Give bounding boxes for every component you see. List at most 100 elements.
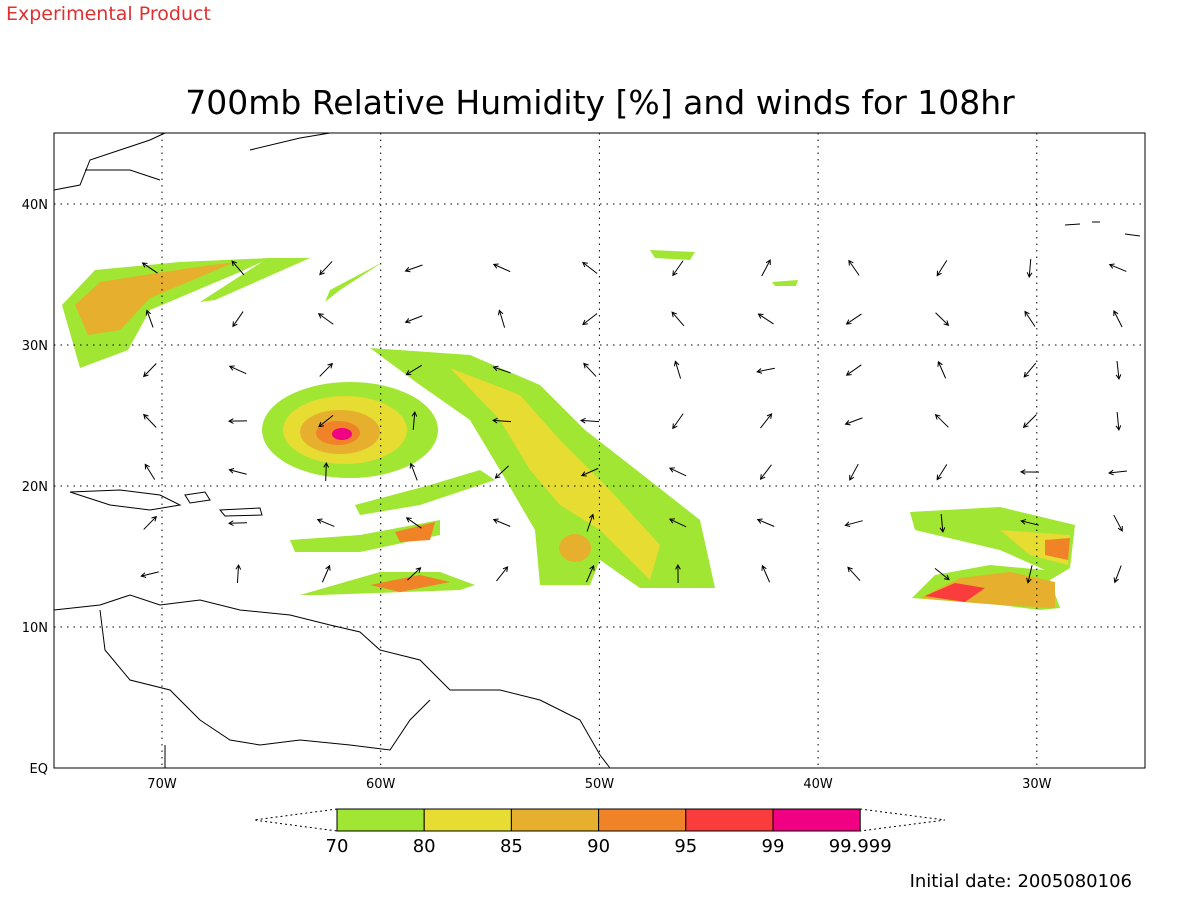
wind-arrow <box>673 360 682 379</box>
colorbar-label: 90 <box>587 836 610 857</box>
lat-label: 30N <box>22 339 48 354</box>
wind-arrow <box>672 260 684 277</box>
colorbar-swatch <box>336 808 425 832</box>
wind-arrow <box>143 363 157 378</box>
colorbar-label: 85 <box>500 836 523 857</box>
colorbar-swatch <box>423 808 512 832</box>
colorbar-label: 99 <box>762 836 785 857</box>
map-frame <box>53 132 1146 769</box>
wind-arrow <box>141 262 158 274</box>
wind-arrow <box>1026 565 1033 584</box>
wind-arrow <box>317 313 334 325</box>
wind-arrow <box>844 520 863 527</box>
colorbar-left-end <box>253 808 338 832</box>
wind-arrow <box>757 313 774 325</box>
wind-arrow <box>1026 258 1033 279</box>
wind-arrow <box>494 465 509 479</box>
wind-arrow <box>845 364 862 376</box>
wind-arrow <box>1115 411 1122 431</box>
lat-label: EQ <box>30 762 48 777</box>
map-title: 700mb Relative Humidity [%] and winds fo… <box>185 83 1015 122</box>
colorbar-swatch <box>685 808 774 832</box>
wind-arrow <box>321 564 331 583</box>
wind-arrow <box>411 410 418 431</box>
wind-arrow <box>1020 519 1039 526</box>
wind-arrow <box>228 365 247 375</box>
wind-arrow <box>231 260 245 276</box>
wind-arrow <box>934 413 949 428</box>
wind-arrow <box>761 564 771 583</box>
wind-arrow <box>1022 414 1037 429</box>
wind-arrow <box>668 518 687 528</box>
lat-label: 10N <box>22 621 48 636</box>
colorbar-label: 99.999 <box>829 836 892 857</box>
wind-arrow <box>761 259 771 277</box>
wind-arrow <box>582 261 598 274</box>
wind-arrow <box>497 309 506 328</box>
wind-arrow <box>1024 310 1036 327</box>
wind-arrow <box>143 413 157 428</box>
wind-arrow <box>318 414 334 428</box>
wind-arrow <box>491 417 512 424</box>
wind-arrow <box>405 517 422 529</box>
wind-arrow <box>404 315 423 324</box>
wind-arrow <box>492 518 511 527</box>
wind-arrow <box>845 313 862 325</box>
wind-arrow <box>844 417 863 426</box>
wind-arrow <box>935 312 950 327</box>
coastlines <box>53 132 1141 769</box>
wind-arrow <box>1115 360 1122 380</box>
colorbar-label: 95 <box>674 836 697 857</box>
lat-label: 20N <box>22 480 48 495</box>
lon-label: 40W <box>803 777 833 792</box>
wind-arrow <box>1108 263 1127 272</box>
wind-arrow <box>143 515 158 530</box>
wind-arrow <box>583 362 597 377</box>
wind-arrow <box>492 365 511 374</box>
wind-arrow <box>235 563 242 584</box>
wind-arrow <box>1113 565 1122 584</box>
wind-arrow <box>1023 362 1037 378</box>
wind-arrow <box>585 564 595 583</box>
colorbar-label: 70 <box>326 836 349 857</box>
wind-arrow <box>849 463 859 481</box>
graticule: 40N 30N 20N 10N EQ 70W 60W 50W 40W 30W <box>22 133 1145 792</box>
wind-arrow <box>319 261 333 276</box>
wind-arrow <box>586 513 595 532</box>
lat-label: 40N <box>22 198 48 213</box>
colorbar-swatch <box>598 808 687 832</box>
lon-label: 60W <box>366 777 396 792</box>
wind-arrow <box>580 467 599 477</box>
lon-label: 70W <box>147 777 177 792</box>
wind-arrow <box>227 418 248 424</box>
wind-arrow <box>939 513 946 533</box>
wind-arrow <box>323 461 329 482</box>
wind-arrow <box>492 263 511 273</box>
wind-arrow <box>407 567 422 581</box>
wind-arrow <box>405 364 422 376</box>
colorbar-label: 80 <box>413 836 436 857</box>
colorbar-right-end <box>860 808 946 832</box>
wind-arrow <box>756 518 775 527</box>
wind-arrow <box>937 360 947 379</box>
wind-arrow <box>848 259 860 276</box>
product-label: Experimental Product <box>6 3 211 25</box>
colorbar-swatch <box>772 808 861 832</box>
colorbar-swatch <box>510 808 600 832</box>
wind-arrow <box>319 362 334 377</box>
humidity-field <box>62 250 1075 610</box>
initial-date: Initial date: 2005080106 <box>910 871 1132 892</box>
wind-arrow <box>759 464 772 480</box>
wind-arrow <box>671 311 685 327</box>
wind-arrow <box>1108 469 1127 476</box>
wind-arrow <box>316 518 335 527</box>
wind-arrow <box>936 260 948 277</box>
wind-arrow <box>144 463 156 480</box>
wind-arrow <box>760 413 773 429</box>
wind-vectors <box>140 258 1127 584</box>
wind-arrow <box>579 417 600 424</box>
wind-arrow <box>668 467 687 477</box>
wind-arrow <box>232 311 244 328</box>
